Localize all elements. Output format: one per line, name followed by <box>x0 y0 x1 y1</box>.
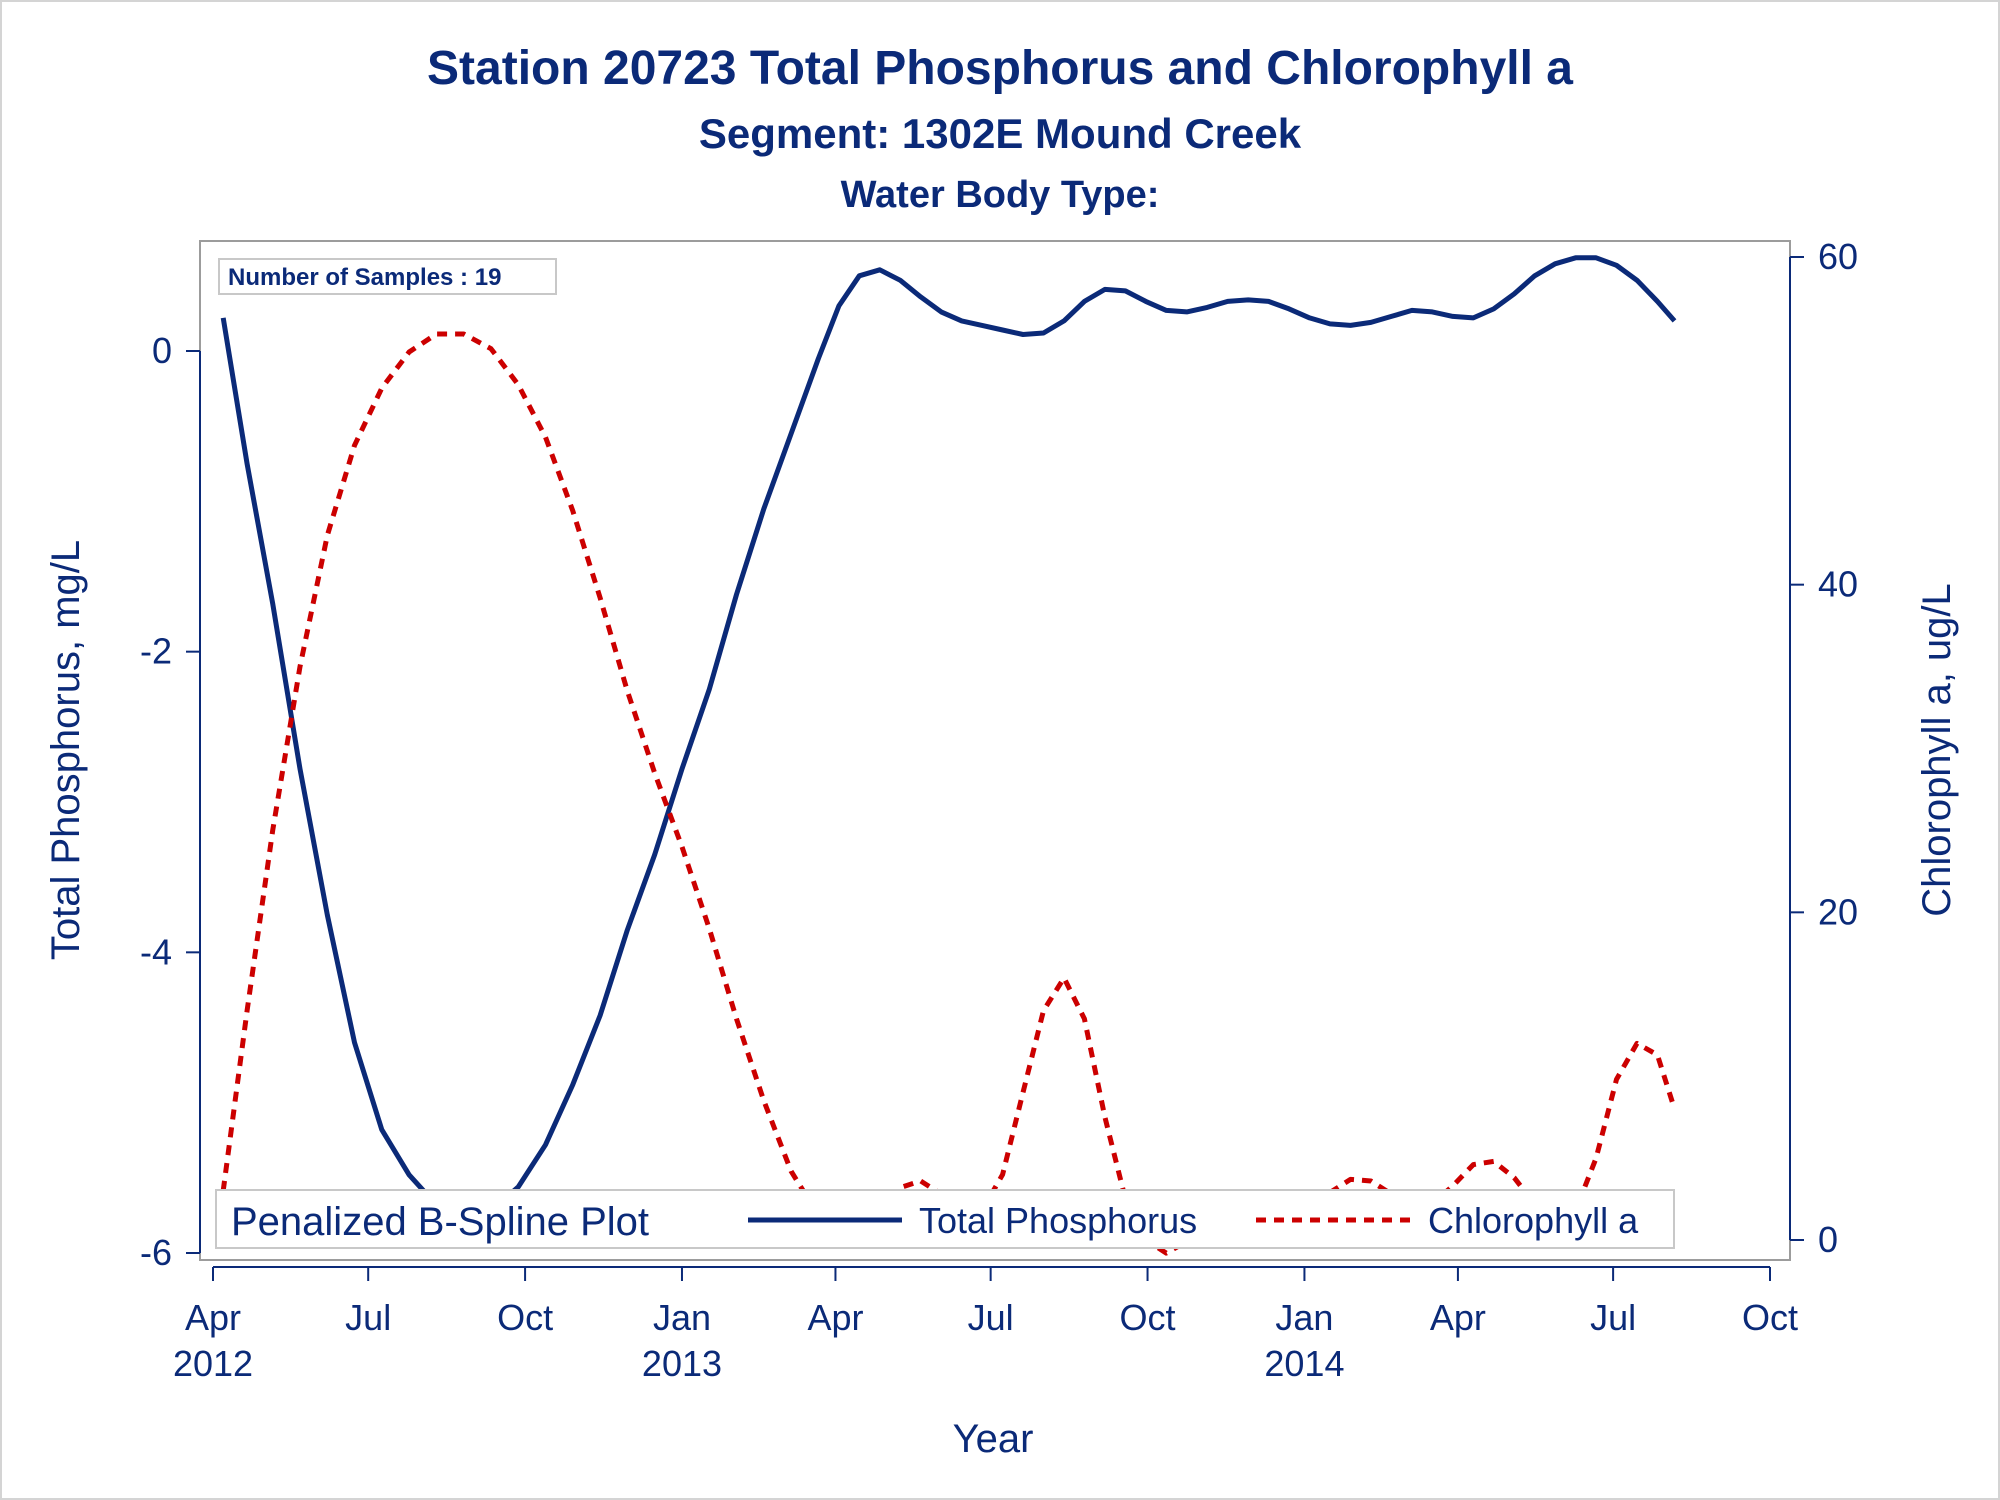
x-tick-label: Apr <box>1430 1297 1486 1338</box>
x-tick-label: Oct <box>497 1297 553 1338</box>
y-left-axis: 0 -2 -4 -6 <box>140 330 201 1273</box>
y-left-axis-title: Total Phosphorus, mg/L <box>44 540 88 960</box>
legend-label-total-phosphorus: Total Phosphorus <box>919 1200 1197 1241</box>
x-tick-label: Jan <box>653 1297 711 1338</box>
x-tick-label: Jul <box>968 1297 1014 1338</box>
x-tick-label: Apr <box>807 1297 863 1338</box>
x-axis: Apr 2012 Jul Oct Jan 2013 Apr Jul Oct Jan 2014 Apr J… <box>173 1266 1798 1384</box>
y-left-tick-label: 0 <box>152 330 172 371</box>
y-right-tick-label: 0 <box>1818 1219 1838 1260</box>
y-right-axis-title: Chlorophyll a, ug/L <box>1915 583 1959 917</box>
x-tick-label: Apr <box>185 1297 241 1338</box>
legend-label-chlorophyll-a: Chlorophyll a <box>1428 1200 1639 1241</box>
x-tick-year-label: 2014 <box>1264 1343 1344 1384</box>
y-left-tick-label: -2 <box>140 631 172 672</box>
legend-title: Penalized B-Spline Plot <box>231 1200 649 1244</box>
y-left-tick-label: -4 <box>140 931 172 972</box>
x-tick-label: Jan <box>1275 1297 1333 1338</box>
legend-box <box>215 1189 1675 1249</box>
chart-subtitle: Segment: 1302E Mound Creek <box>699 110 1302 157</box>
x-tick-year-label: 2013 <box>642 1343 722 1384</box>
sample-count-label: Number of Samples : 19 <box>228 264 501 291</box>
plot-area <box>199 240 1791 1261</box>
y-right-tick-label: 40 <box>1818 564 1858 605</box>
sample-count-box <box>218 258 557 295</box>
y-right-tick-label: 60 <box>1818 236 1858 277</box>
x-tick-label: Jul <box>1590 1297 1636 1338</box>
x-axis-title: Year <box>953 1417 1034 1461</box>
y-right-tick-label: 20 <box>1818 891 1858 932</box>
chart-title: Station 20723 Total Phosphorus and Chlor… <box>427 42 1573 95</box>
x-tick-year-label: 2012 <box>173 1343 253 1384</box>
series-line-chlorophyll-a <box>220 331 1677 1256</box>
x-tick-label: Oct <box>1120 1297 1176 1338</box>
x-tick-label: Oct <box>1742 1297 1798 1338</box>
x-tick-label: Jul <box>345 1297 391 1338</box>
legend: Penalized B-Spline Plot Total Phosphorus… <box>215 1189 1675 1249</box>
y-right-axis: 60 40 20 0 <box>1789 236 1858 1260</box>
y-left-tick-label: -6 <box>140 1232 172 1273</box>
chart-subtitle-2: Water Body Type: <box>841 174 1160 216</box>
